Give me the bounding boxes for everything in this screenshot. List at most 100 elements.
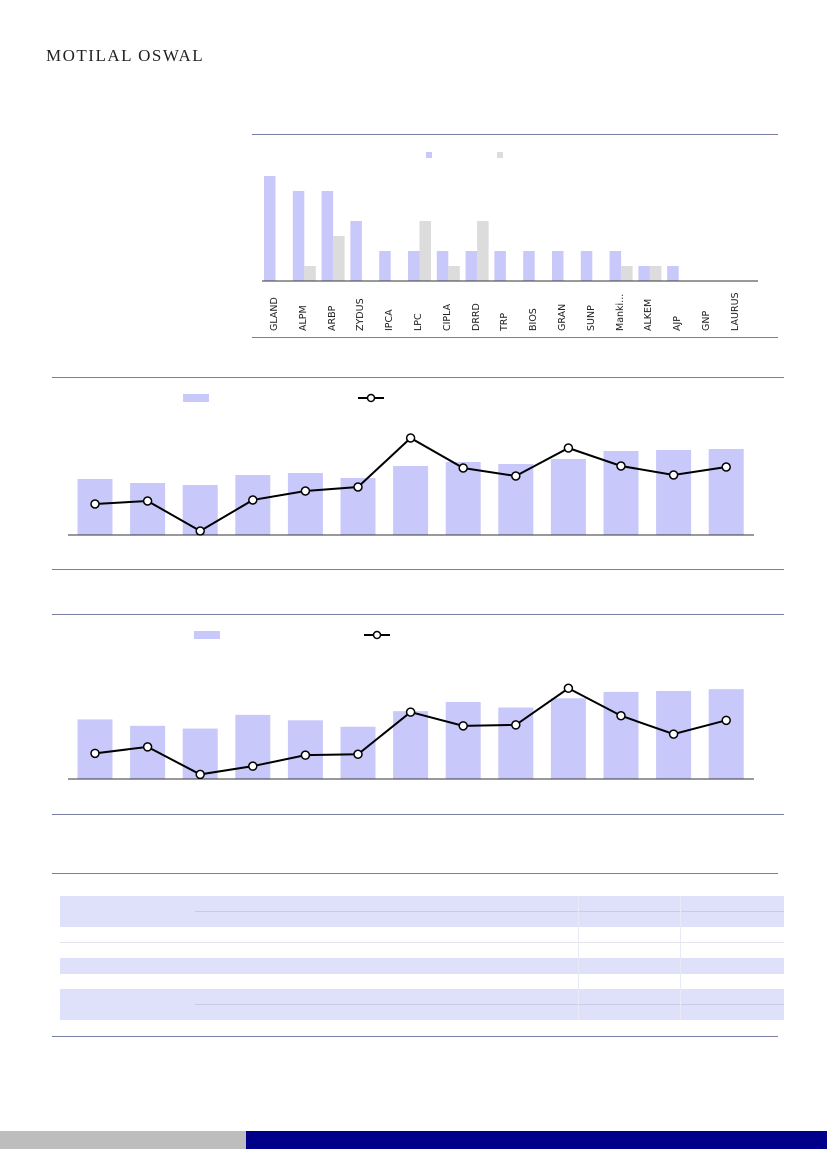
bar-Manki...-series-2: [621, 266, 633, 281]
table-bottom-rule: [52, 1036, 778, 1037]
footer-grey-bar: [0, 1131, 246, 1149]
bar-13: [708, 689, 744, 779]
company-logo: MOTILAL OSWAL: [46, 46, 204, 66]
bar-Manki...-series-1: [609, 251, 622, 281]
x-tick-label: TRP: [499, 312, 511, 331]
bar-11: [603, 691, 639, 779]
line-point-12: [668, 729, 679, 739]
peer-count-bar-chart: [262, 152, 758, 282]
line-point-3: [195, 769, 205, 780]
bar-13: [708, 449, 744, 535]
bar-12: [656, 450, 692, 535]
line-point-8: [458, 721, 468, 731]
table-row: [60, 1004, 784, 1020]
bar-4: [235, 475, 271, 535]
line-point-11: [616, 711, 626, 721]
chart2-top-rule: [52, 377, 784, 378]
x-tick-label: GNP: [701, 310, 712, 331]
line-point-2: [142, 742, 153, 752]
line-point-6: [353, 482, 363, 492]
bar-GLAND-series-1: [264, 176, 276, 281]
table-row: [60, 958, 784, 974]
legend-bar-marker: [194, 631, 220, 639]
x-tick-label: BIOS: [528, 308, 540, 331]
bar-2: [130, 483, 166, 535]
x-tick-label: ZYDUS: [355, 298, 367, 331]
bar-SUNP-series-1: [580, 251, 593, 281]
line-point-10: [563, 683, 574, 693]
bar-ARBP-series-2: [333, 236, 345, 281]
line-point-5: [300, 750, 311, 760]
bar-line-combo-chart-2: [68, 630, 754, 780]
legend-bar-marker: [183, 394, 209, 402]
table-column-divider: [680, 896, 681, 1020]
x-tick-label: ALPM: [297, 305, 309, 331]
x-tick-label: LAURUS: [729, 292, 741, 331]
table-header-divider: [195, 911, 784, 912]
bar-AJP-series-1: [667, 266, 679, 281]
bar-ALPM-series-1: [292, 191, 305, 281]
bar-10: [550, 459, 586, 535]
bar-ALKEM-series-2: [649, 266, 662, 281]
line-point-1: [90, 499, 100, 509]
bar-ARBP-series-1: [321, 191, 334, 281]
bar-ZYDUS-series-1: [350, 221, 362, 281]
bar-8: [445, 462, 481, 535]
line-point-6: [353, 749, 363, 759]
bar-9: [498, 707, 534, 779]
line-point-4: [248, 761, 258, 771]
bar-LPC-series-2: [419, 221, 431, 281]
line-point-13: [721, 462, 731, 472]
x-tick-label: AJP: [672, 315, 684, 331]
x-tick-label: DRRD: [470, 303, 482, 331]
x-tick-label: CIPLA: [441, 303, 453, 331]
chart3-top-rule: [52, 614, 784, 615]
bar-DRRD-series-1: [465, 251, 478, 281]
bar-CIPLA-series-2: [448, 266, 460, 281]
bar-ALPM-series-2: [304, 266, 316, 281]
bar-CIPLA-series-1: [436, 251, 449, 281]
x-tick-label: GRAN: [557, 303, 568, 331]
table-column-divider: [578, 896, 579, 1020]
bar-5: [287, 720, 323, 779]
legend-line-dot: [366, 393, 376, 403]
legend-marker-series-2: [497, 152, 503, 158]
bar-10: [550, 698, 586, 779]
line-point-7: [405, 707, 416, 717]
table-row: [60, 989, 784, 1004]
bar-DRRD-series-2: [477, 221, 489, 281]
chart3-bottom-rule: [52, 814, 784, 815]
line-point-3: [195, 526, 205, 536]
legend-marker-series-1: [426, 152, 432, 158]
bar-line-combo-chart-1: [68, 393, 754, 536]
x-tick-label: Manki...: [614, 293, 626, 331]
line-point-13: [721, 715, 731, 726]
bar-TRP-series-1: [494, 251, 506, 281]
logo-text: MOTILAL OSWAL: [46, 46, 205, 65]
x-tick-label: ALKEM: [643, 298, 655, 331]
bar-ALKEM-series-1: [638, 266, 650, 281]
table-header-row: [60, 896, 784, 911]
table-top-rule: [52, 873, 778, 874]
x-tick-label: SUNP: [585, 305, 597, 331]
bar-GRAN-series-1: [552, 251, 564, 281]
line-point-10: [563, 443, 574, 453]
legend-line-dot: [372, 630, 382, 640]
line-point-8: [458, 463, 468, 473]
line-point-1: [90, 748, 100, 759]
line-point-11: [616, 461, 626, 471]
line-point-7: [405, 433, 416, 443]
line-point-5: [300, 486, 311, 496]
line-point-2: [142, 496, 153, 506]
line-point-9: [511, 720, 521, 730]
x-tick-label: LPC: [413, 313, 424, 331]
table-row-divider: [60, 942, 784, 943]
table-row-divider: [195, 1004, 784, 1005]
x-tick-label: IPCA: [384, 309, 396, 331]
bar-5: [287, 473, 323, 535]
bar-LPC-series-1: [408, 251, 420, 281]
chart1-top-rule: [252, 134, 778, 135]
line-point-9: [511, 471, 521, 481]
bar-BIOS-series-1: [523, 251, 535, 281]
chart2-bottom-rule: [52, 569, 784, 570]
